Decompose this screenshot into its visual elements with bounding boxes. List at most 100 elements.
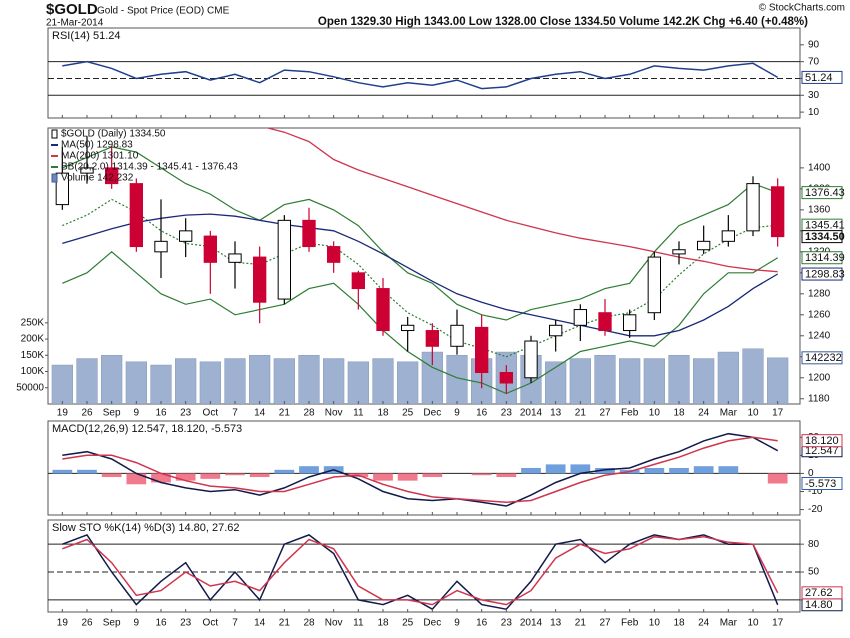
- value-tag: 27.62: [805, 587, 833, 599]
- histogram-bar: [101, 473, 122, 478]
- y-tick-label: 1200: [808, 372, 831, 383]
- x-tick-label: 27: [599, 408, 611, 419]
- candle-body: [277, 219, 291, 300]
- histogram-bar: [151, 473, 171, 483]
- x-tick-label: 26: [81, 618, 93, 629]
- candle-body: [746, 183, 760, 232]
- plot-area: [48, 60, 800, 96]
- histogram-bar: [644, 468, 665, 474]
- candle-body: [573, 309, 588, 326]
- histogram-bar: [397, 473, 418, 481]
- histogram-bar: [595, 468, 615, 474]
- candle-body: [55, 172, 70, 206]
- x-tick-label: Oct: [203, 618, 219, 629]
- y-tick-label: 1180: [808, 393, 830, 404]
- value-tag: -5.573: [805, 478, 836, 490]
- candle-body: [598, 312, 612, 332]
- legend-label: MA(50) 1298.83: [61, 140, 133, 151]
- legend-label: MA(200) 1301.10: [61, 151, 139, 162]
- panel-title: MACD(12,26,9) 12.547, 18.120, -5.573: [52, 423, 242, 435]
- x-tick-label: 21: [279, 618, 291, 629]
- plot-area: [48, 432, 800, 507]
- candle-body: [647, 256, 662, 314]
- panel-title: RSI(14) 51.24: [52, 30, 120, 42]
- x-tick-label: 9: [454, 408, 460, 419]
- volume-bar: [569, 358, 591, 404]
- y2-tick-label: 150K: [21, 350, 45, 361]
- x-tick-label: 7: [232, 618, 238, 629]
- series-line: [62, 60, 779, 90]
- y-tick-label: 1240: [808, 330, 831, 341]
- x-tick-label: 18: [377, 618, 389, 629]
- y-tick-label: -20: [808, 504, 823, 515]
- volume-bar: [594, 355, 616, 404]
- value-tag: 1334.50: [805, 231, 845, 243]
- value-tag: 18.120: [805, 435, 839, 447]
- histogram-bar: [200, 473, 221, 479]
- volume-bar: [175, 358, 197, 404]
- x-tick-label: 10: [649, 408, 661, 419]
- legend-label: $GOLD (Daily) 1334.50: [61, 129, 166, 140]
- x-tick-label: 25: [402, 618, 414, 629]
- volume-bar: [51, 364, 73, 404]
- x-tick-label: 26: [81, 408, 93, 419]
- x-tick-label: Feb: [621, 408, 639, 419]
- value-tag-box: [801, 476, 843, 490]
- x-tick-label: 10: [747, 618, 759, 629]
- histogram-bar: [373, 473, 393, 481]
- x-tick-label: 21: [279, 408, 291, 419]
- histogram-bar: [175, 473, 196, 481]
- value-tag-box: [801, 434, 843, 448]
- x-tick-label: 16: [476, 618, 488, 629]
- x-tick-label: 14: [254, 618, 266, 629]
- candle-body: [524, 340, 538, 379]
- value-tag: 1376.43: [805, 187, 845, 199]
- x-tick-label: 11: [353, 408, 364, 419]
- histogram-bar: [274, 469, 295, 474]
- histogram-bar: [422, 473, 443, 478]
- value-tag: 51.24: [805, 72, 833, 84]
- panel: [47, 27, 801, 119]
- x-tick-label: 2014: [520, 408, 543, 419]
- panel-title: Slow STO %K(14) %D(3) 14.80, 27.62: [52, 522, 240, 534]
- x-tick-label: 18: [673, 408, 685, 419]
- volume-bar: [397, 361, 419, 404]
- candle-body: [672, 249, 686, 255]
- x-tick-label: Mar: [720, 408, 738, 419]
- candle-body: [80, 167, 94, 174]
- candle-body: [327, 246, 341, 263]
- candle-body: [401, 324, 415, 332]
- histogram-bar: [471, 473, 492, 476]
- value-tag-box: [801, 351, 843, 365]
- x-tick-label: 19: [57, 408, 69, 419]
- histogram-bar: [669, 468, 689, 474]
- quote: Open 1329.30 High 1343.00 Low 1328.00 Cl…: [318, 16, 808, 28]
- value-tag-box: [801, 251, 843, 265]
- value-tag: 1314.39: [805, 252, 845, 264]
- volume-bar: [273, 358, 295, 404]
- value-tag: 12.547: [805, 445, 839, 457]
- series-line: [62, 432, 779, 507]
- volume-bar: [224, 358, 246, 404]
- y-tick-label: 90: [808, 39, 820, 50]
- candle-body: [105, 167, 119, 185]
- volume-bar: [101, 355, 123, 404]
- legend-swatch: [51, 129, 58, 139]
- volume-bar: [693, 358, 715, 404]
- value-tag: 1298.83: [805, 268, 845, 280]
- value-tag-box: [801, 230, 843, 244]
- y-tick-label: 0: [808, 468, 814, 479]
- legend-swatch: [51, 173, 58, 183]
- volume-bar: [717, 351, 739, 404]
- histogram-bar: [249, 473, 270, 478]
- x-tick-label: 14: [254, 408, 266, 419]
- x-tick-label: 28: [303, 408, 315, 419]
- x-tick-label: Mar: [720, 618, 738, 629]
- x-tick-label: 13: [550, 408, 562, 419]
- description: Gold - Spot Price (EOD) CME: [97, 6, 230, 17]
- volume-bar: [347, 361, 369, 404]
- histogram-bar: [521, 468, 541, 474]
- x-tick-label: Oct: [203, 408, 219, 419]
